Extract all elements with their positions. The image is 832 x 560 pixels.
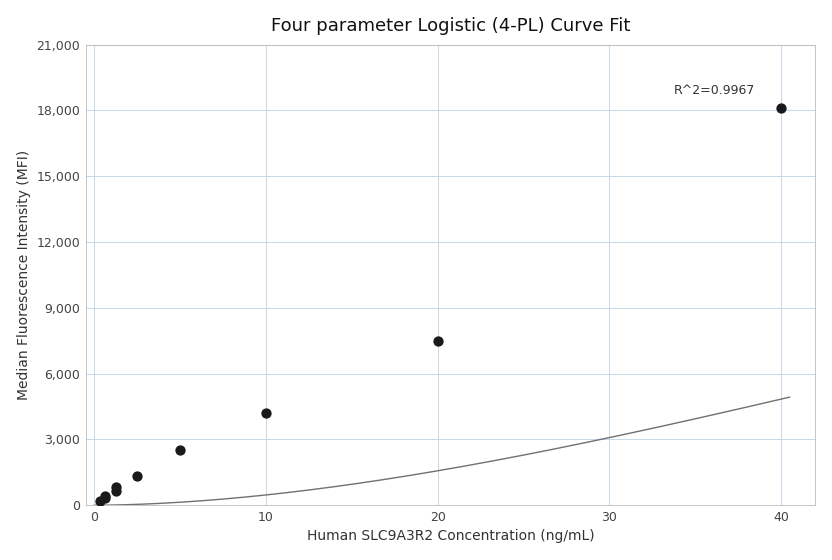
Title: Four parameter Logistic (4-PL) Curve Fit: Four parameter Logistic (4-PL) Curve Fit	[270, 17, 630, 35]
Point	[131, 471, 144, 480]
Point	[98, 494, 111, 503]
Point	[260, 409, 273, 418]
Point	[93, 497, 106, 506]
Point	[173, 446, 186, 455]
Point	[775, 104, 788, 113]
Point	[109, 483, 122, 492]
Point	[98, 492, 111, 501]
Text: R^2=0.9967: R^2=0.9967	[674, 84, 755, 97]
Point	[109, 487, 122, 496]
Y-axis label: Median Fluorescence Intensity (MFI): Median Fluorescence Intensity (MFI)	[17, 150, 31, 400]
Point	[431, 336, 444, 345]
X-axis label: Human SLC9A3R2 Concentration (ng/mL): Human SLC9A3R2 Concentration (ng/mL)	[307, 529, 594, 543]
